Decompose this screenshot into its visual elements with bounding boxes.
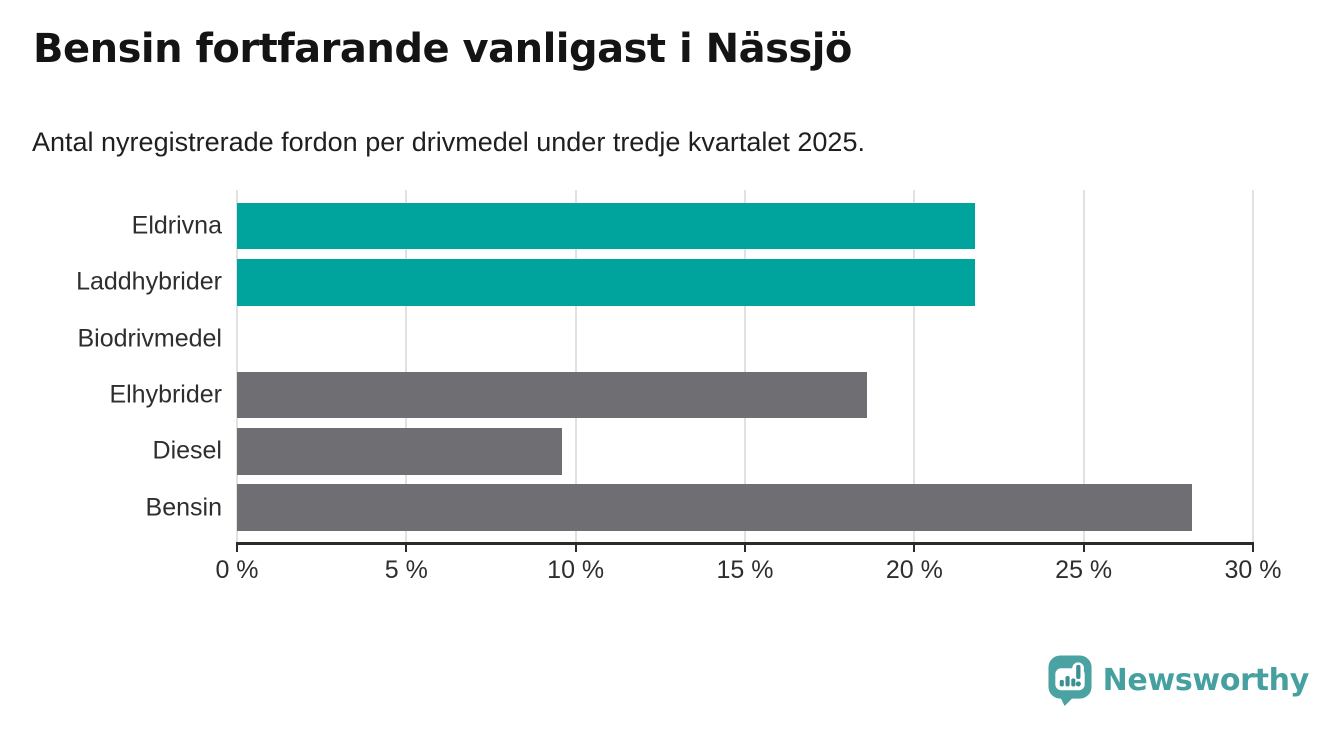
gridline — [1252, 190, 1254, 543]
category-label-elhybrider: Elhybrider — [109, 380, 222, 409]
category-label-eldrivna: Eldrivna — [131, 211, 222, 240]
bar-elhybrider — [237, 371, 867, 419]
x-axis-tick-label: 20 % — [885, 556, 943, 584]
x-axis-tick — [574, 543, 577, 552]
page-title: Bensin fortfarande vanligast i Nässjö — [33, 26, 852, 72]
category-label-diesel: Diesel — [152, 436, 222, 465]
gridline — [405, 190, 408, 543]
category-label-laddhybrider: Laddhybrider — [76, 267, 222, 296]
bar-diesel — [237, 428, 563, 475]
x-axis-tick-label: 30 % — [1224, 556, 1282, 584]
logo-text: Newsworthy — [1102, 662, 1310, 698]
category-label-biodrivmedel: Biodrivmedel — [77, 324, 222, 353]
bar-laddhybrider — [237, 259, 976, 306]
x-axis-tick-label: 0 % — [215, 556, 259, 584]
gridline — [913, 190, 916, 543]
bar-bensin — [237, 484, 1193, 532]
x-axis-tick — [744, 543, 746, 552]
bar-eldrivna — [237, 202, 976, 250]
x-axis-tick-label: 15 % — [716, 556, 774, 584]
newsworthy-pin-chart-icon — [1047, 654, 1094, 706]
x-axis-tick — [913, 543, 916, 552]
category-label-bensin: Bensin — [145, 493, 222, 522]
x-axis-tick — [1252, 543, 1254, 552]
x-axis-tick-label: 25 % — [1055, 556, 1113, 584]
x-axis-tick — [1082, 543, 1085, 552]
gridline — [1082, 190, 1085, 543]
x-axis-tick-label: 10 % — [547, 556, 605, 584]
gridline — [744, 190, 746, 543]
x-axis-tick-label: 5 % — [384, 556, 428, 584]
newsworthy-logo: Newsworthy — [1047, 654, 1309, 706]
chart-subtitle: Antal nyregistrerade fordon per drivmede… — [32, 127, 865, 157]
x-axis-tick — [236, 543, 238, 552]
gridline — [236, 190, 238, 543]
x-axis-tick — [405, 543, 408, 552]
gridline — [574, 190, 577, 543]
